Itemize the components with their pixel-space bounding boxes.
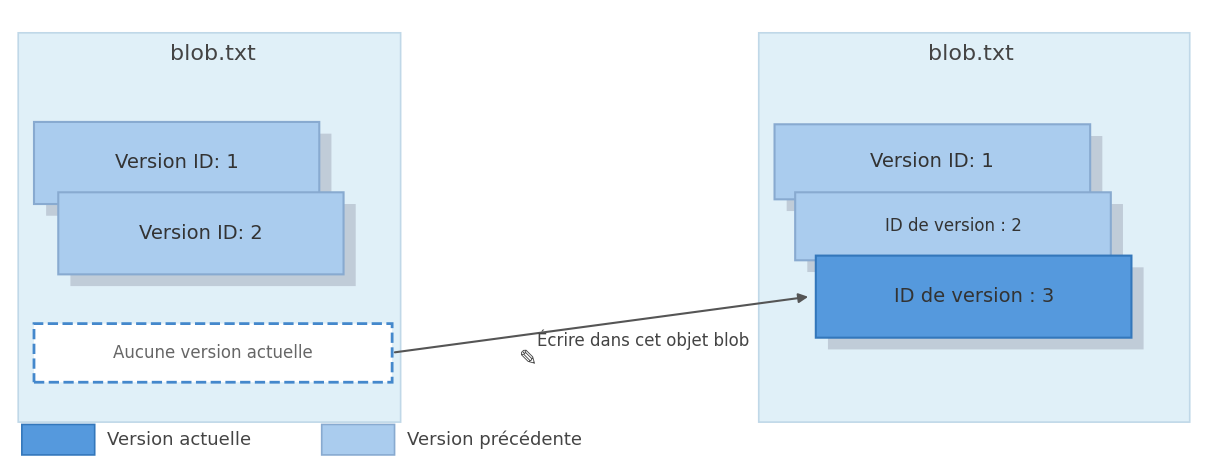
FancyBboxPatch shape [322, 424, 395, 455]
FancyBboxPatch shape [22, 424, 95, 455]
Text: blob.txt: blob.txt [170, 44, 255, 64]
FancyBboxPatch shape [816, 256, 1131, 338]
FancyBboxPatch shape [795, 192, 1111, 260]
FancyBboxPatch shape [58, 192, 344, 274]
FancyBboxPatch shape [46, 134, 331, 216]
Text: blob.txt: blob.txt [929, 44, 1014, 64]
Text: Aucune version actuelle: Aucune version actuelle [113, 344, 313, 362]
FancyBboxPatch shape [34, 122, 319, 204]
Text: Version précédente: Version précédente [407, 431, 582, 449]
Text: Version actuelle: Version actuelle [107, 431, 251, 449]
Text: ID de version : 3: ID de version : 3 [894, 287, 1054, 306]
FancyBboxPatch shape [775, 124, 1090, 199]
FancyBboxPatch shape [18, 33, 401, 422]
FancyBboxPatch shape [807, 204, 1123, 272]
Text: ID de version : 2: ID de version : 2 [885, 217, 1021, 235]
FancyBboxPatch shape [70, 204, 356, 286]
FancyBboxPatch shape [759, 33, 1190, 422]
Text: Version ID: 1: Version ID: 1 [870, 152, 994, 171]
FancyBboxPatch shape [34, 324, 392, 382]
Text: Version ID: 2: Version ID: 2 [140, 224, 262, 243]
FancyBboxPatch shape [787, 136, 1102, 211]
Text: Version ID: 1: Version ID: 1 [115, 153, 238, 173]
Text: Écrire dans cet objet blob: Écrire dans cet objet blob [538, 330, 749, 350]
Text: ✎: ✎ [518, 349, 538, 369]
FancyBboxPatch shape [828, 267, 1144, 349]
